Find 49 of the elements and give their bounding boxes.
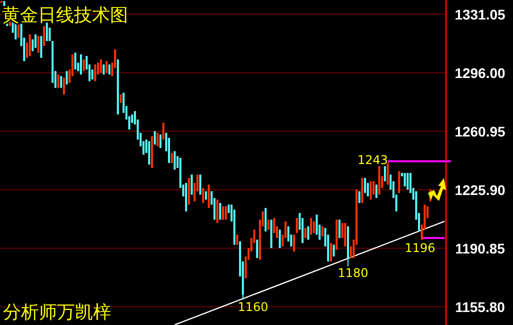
annotation: 1196 [404, 241, 436, 255]
y-tick-label: 1155.80 [455, 298, 506, 315]
candlestick [384, 166, 386, 182]
candlestick [46, 22, 48, 42]
candlestick [338, 219, 340, 239]
candlestick [375, 184, 378, 198]
candlestick [264, 207, 267, 232]
candlestick [364, 177, 366, 194]
candlestick [330, 242, 332, 262]
candlestick [57, 74, 60, 88]
candlestick [199, 174, 202, 196]
candlestick [316, 214, 318, 236]
y-tick-label: 1225.90 [454, 182, 506, 198]
candlestick [366, 182, 369, 197]
candlestick [154, 130, 156, 146]
candlestick [278, 229, 281, 249]
candlestick [344, 222, 346, 247]
candlestick [62, 77, 65, 95]
candlestick [310, 218, 312, 236]
candlestick [40, 36, 42, 58]
candlestick [174, 150, 176, 170]
candlestick [106, 60, 108, 74]
annotation: 1243 [357, 153, 388, 167]
candlestick [60, 76, 62, 88]
candlestick [404, 172, 406, 187]
y-tick-label: 1190.85 [455, 240, 506, 256]
annotation: 分析师万凯梓 [3, 302, 111, 323]
candlestick [208, 184, 210, 208]
y-tick-label: 1296.00 [454, 64, 506, 81]
candlestick [256, 239, 258, 259]
candlestick [293, 234, 296, 252]
candlestick [273, 218, 276, 234]
y-tick-label: 1260.95 [454, 123, 506, 140]
candlestick [296, 218, 298, 234]
candlestick [80, 54, 82, 75]
candlestick [398, 170, 400, 194]
annotation: 1180 [338, 266, 368, 280]
candlestick [43, 26, 46, 47]
candlestick [190, 174, 193, 196]
candlestick [100, 58, 102, 74]
candlestick [37, 36, 40, 54]
candlestick [332, 244, 335, 257]
candlestick [74, 52, 76, 70]
candlestick [216, 199, 218, 224]
annotation: 1160 [238, 300, 268, 314]
candlestick [66, 70, 68, 85]
candlestick [148, 140, 150, 166]
candlestick [202, 187, 204, 204]
y-tick-label: 1331.05 [454, 6, 506, 22]
